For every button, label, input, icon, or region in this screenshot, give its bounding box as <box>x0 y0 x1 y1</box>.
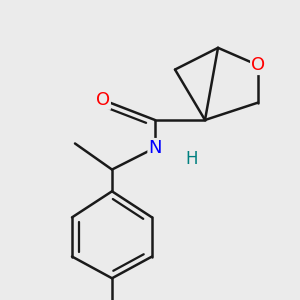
Text: O: O <box>251 56 265 74</box>
Text: N: N <box>148 139 162 157</box>
Text: O: O <box>96 91 110 109</box>
Text: H: H <box>186 150 198 168</box>
